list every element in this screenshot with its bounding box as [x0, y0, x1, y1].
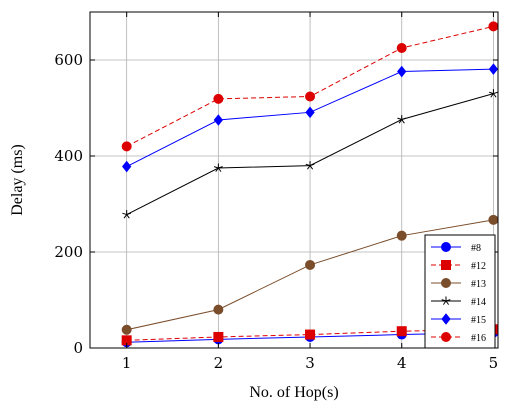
data-point: [213, 93, 224, 104]
data-point: [305, 329, 316, 340]
data-point: [396, 326, 407, 337]
legend-box: [424, 234, 496, 349]
legend-entry: #13: [431, 278, 486, 290]
data-point: [488, 214, 499, 225]
legend-marker: [441, 278, 451, 288]
legend-label: #8: [471, 243, 481, 254]
data-point: [305, 259, 316, 270]
y-tick-label: 400: [54, 147, 83, 165]
data-point: [397, 65, 407, 78]
legend-marker: [441, 313, 451, 325]
data-point: [305, 106, 315, 119]
y-tick-label: 0: [73, 339, 83, 357]
legend-label: #13: [471, 279, 486, 290]
data-point: [213, 304, 224, 315]
data-point: [396, 43, 407, 53]
y-tick-label: 600: [54, 51, 83, 69]
legend-entry: #15: [431, 313, 486, 326]
data-point: [122, 160, 132, 173]
x-tick-label: 5: [489, 354, 499, 372]
data-point: [121, 141, 132, 152]
data-point: [213, 163, 223, 172]
legend-entry: #8: [431, 242, 481, 254]
x-tick-label: 4: [397, 354, 407, 372]
data-point: [121, 324, 132, 335]
data-point: [213, 331, 224, 342]
data-point: [305, 161, 315, 170]
legend-marker: [441, 242, 451, 252]
data-point: [397, 115, 407, 124]
x-tick-label: 2: [214, 354, 224, 372]
data-point: [488, 89, 498, 98]
legend: #8 #12 #13 #14 #15 #16: [424, 234, 496, 349]
legend-entry: #12: [431, 260, 486, 272]
legend-label: #16: [471, 333, 486, 344]
data-point: [213, 114, 223, 126]
data-point: [396, 230, 407, 241]
plot-frame: [89, 11, 499, 349]
legend-label: #14: [471, 297, 486, 308]
x-axis-label: No. of Hop(s): [249, 384, 338, 401]
data-point: [122, 210, 132, 219]
x-tick-label: 1: [122, 354, 132, 372]
legend-entry: #16: [431, 332, 486, 344]
legend-marker: [441, 260, 451, 270]
legend-marker: [441, 332, 451, 342]
data-point: [488, 63, 499, 75]
legend-label: #15: [471, 315, 486, 326]
series-16: [121, 21, 499, 152]
series-15: [122, 63, 499, 173]
x-tick-label: 3: [305, 354, 315, 372]
legend-marker: [441, 296, 451, 305]
data-point: [305, 91, 316, 102]
series-14: [122, 89, 498, 219]
data-point: [488, 21, 499, 32]
series-13: [121, 214, 499, 335]
legend-entry: #14: [431, 296, 486, 308]
y-tick-label: 200: [54, 243, 83, 261]
y-axis-label: Delay (ms): [9, 144, 26, 216]
legend-label: #12: [471, 261, 486, 272]
